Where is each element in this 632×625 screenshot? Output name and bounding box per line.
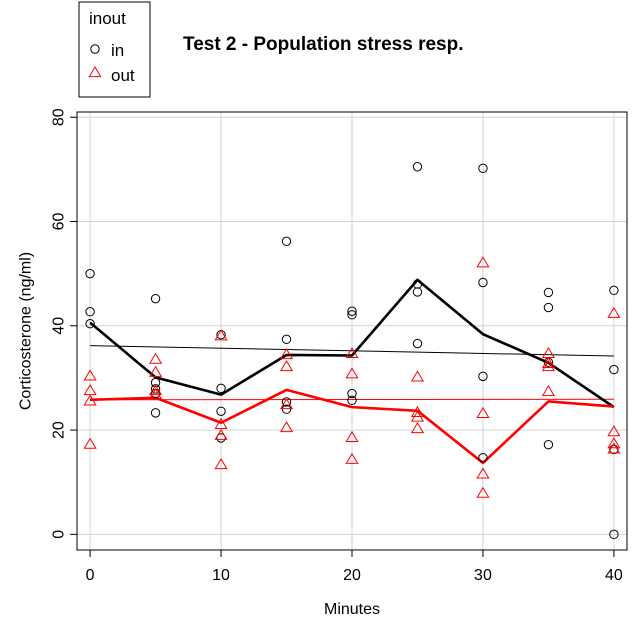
point-out [476,256,490,268]
x-axis-label: Minutes [324,601,380,618]
chart-title: Test 2 - Population stress resp. [183,34,464,55]
x-tick-label: 40 [605,567,623,584]
point-out [279,348,294,360]
point-out [476,406,490,419]
point-in [150,408,161,418]
point-in [412,338,423,349]
point-in [150,377,161,388]
legend-label-in: in [111,41,124,60]
point-in [281,397,292,407]
point-in [85,268,95,279]
grid [77,112,627,550]
legend-marker-out [88,66,102,78]
point-in [412,279,423,289]
point-out [607,306,621,318]
data-points [83,162,621,540]
y-tick-label: 0 [51,530,68,539]
point-out [83,394,97,406]
point-out [541,356,556,368]
point-out [410,405,425,417]
point-in [347,395,357,406]
point-in [609,529,619,540]
point-out [214,458,228,470]
point-out [541,346,556,359]
axes: 0 10 20 30 40 0 20 40 60 80 [51,108,623,584]
point-in [347,306,357,316]
point-out [476,486,490,498]
point-in [281,334,292,345]
y-tick-label: 80 [51,108,68,126]
point-out [148,383,163,396]
y-tick-label: 40 [51,317,68,335]
point-out [279,421,294,433]
legend: inout inout [78,1,151,98]
point-out [279,359,294,372]
y-axis-label: Corticosterone (ng/ml) [18,252,35,410]
mean-line-in [89,278,615,409]
point-in [412,162,423,172]
trend-line-out [90,398,614,401]
mean-line-out [90,388,615,465]
point-out [345,430,359,442]
x-tick-label: 10 [212,567,230,584]
point-in [85,319,95,329]
point-out [214,428,228,440]
point-out [541,385,556,397]
point-in [216,433,226,443]
point-out [345,346,359,359]
x-tick-label: 20 [343,567,361,584]
point-out [410,410,425,422]
point-in [412,287,423,297]
legend-label-out: out [111,66,135,85]
point-in [478,453,488,463]
point-out [83,369,97,381]
x-tick-label: 30 [474,567,492,584]
y-tick-label: 60 [51,213,68,231]
point-in [85,307,95,317]
point-out [345,452,359,464]
point-out [410,422,425,434]
point-out [83,437,97,449]
point-out [410,370,425,382]
point-out [607,425,621,437]
point-in [543,287,554,298]
point-out [345,367,359,379]
x-tick-label: 0 [86,567,95,584]
point-out [607,442,621,454]
point-in [478,371,488,382]
point-in [543,302,554,313]
y-tick-label: 20 [51,421,68,439]
point-out [148,352,163,364]
point-in [347,388,357,399]
point-out [214,417,228,429]
point-in [347,310,357,320]
point-out [279,398,294,410]
point-in [216,383,226,394]
point-in [609,285,619,296]
point-in [281,236,292,247]
legend-entries: in out [88,41,135,85]
point-out [476,467,490,479]
point-in [609,364,619,375]
legend-title: inout [89,9,126,28]
point-out [148,365,163,377]
point-out [148,388,163,400]
point-in [478,163,488,174]
point-in [216,406,226,416]
point-in [150,293,161,304]
point-in [478,277,488,288]
point-in [543,439,554,450]
point-out [607,437,621,449]
legend-marker-in [90,44,100,54]
point-out [214,329,228,341]
point-out [541,359,556,372]
mean-lines [89,278,615,465]
point-in [281,404,292,414]
point-in [609,444,619,455]
